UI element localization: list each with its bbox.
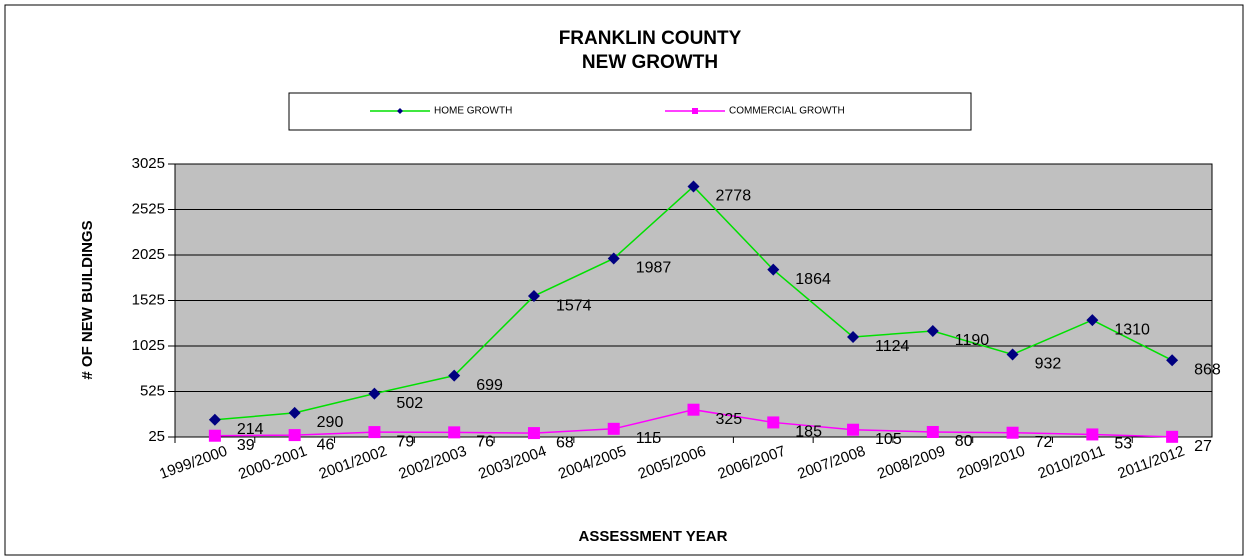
data-point xyxy=(1166,354,1179,367)
data-point xyxy=(208,429,221,442)
data-label: 868 xyxy=(1194,362,1221,379)
data-point xyxy=(1006,348,1019,361)
data-point xyxy=(767,416,780,429)
y-tick-label: 3025 xyxy=(132,155,165,172)
y-axis-title: # OF NEW BUILDINGS xyxy=(79,220,96,379)
data-label: 105 xyxy=(875,431,902,448)
data-point xyxy=(847,330,860,343)
legend-marker xyxy=(692,108,698,114)
data-point xyxy=(926,324,939,337)
data-label: 68 xyxy=(556,434,574,451)
data-label: 79 xyxy=(396,433,414,450)
data-point xyxy=(607,422,620,435)
data-point xyxy=(847,423,860,436)
data-label: 502 xyxy=(396,395,423,412)
data-label: 53 xyxy=(1114,436,1132,453)
data-label: 2778 xyxy=(716,188,752,205)
data-point xyxy=(288,429,301,442)
plot-border xyxy=(174,163,1213,438)
y-tick-label: 2525 xyxy=(132,200,165,217)
data-label: 46 xyxy=(317,436,335,453)
data-point xyxy=(1006,426,1019,439)
data-point xyxy=(368,387,381,400)
data-point xyxy=(607,252,620,265)
data-point xyxy=(288,406,301,419)
y-tick-label: 1025 xyxy=(132,337,165,354)
data-label: 39 xyxy=(237,437,255,454)
data-point xyxy=(527,427,540,440)
data-point xyxy=(448,369,461,382)
data-label: 1124 xyxy=(875,338,910,355)
data-point xyxy=(368,426,381,439)
data-label: 1574 xyxy=(556,297,592,314)
data-point xyxy=(926,425,939,438)
x-axis-title: ASSESSMENT YEAR xyxy=(579,528,728,545)
data-label: 72 xyxy=(1035,434,1053,451)
data-point xyxy=(767,263,780,276)
data-label: 27 xyxy=(1194,438,1212,455)
data-label: 699 xyxy=(476,377,503,394)
data-point xyxy=(1086,428,1099,441)
y-tick-label: 1525 xyxy=(132,291,165,308)
y-tick-label: 525 xyxy=(140,382,165,399)
data-point xyxy=(527,290,540,303)
legend-marker xyxy=(397,108,403,114)
data-point xyxy=(687,403,700,416)
data-label: 1310 xyxy=(1114,321,1150,338)
data-label: 932 xyxy=(1035,356,1062,373)
chart-title: FRANKLIN COUNTY xyxy=(559,28,742,49)
y-tick-label: 2025 xyxy=(132,246,165,263)
chart-title: NEW GROWTH xyxy=(582,52,718,73)
data-label: 1864 xyxy=(795,271,831,288)
data-point xyxy=(687,180,700,193)
data-label: 1987 xyxy=(636,260,672,277)
data-label: 76 xyxy=(476,434,494,451)
data-label: 1190 xyxy=(955,332,990,349)
data-label: 80 xyxy=(955,433,973,450)
data-label: 185 xyxy=(795,424,822,441)
data-label: 214 xyxy=(237,421,264,438)
legend-label: HOME GROWTH xyxy=(434,106,512,117)
data-label: 115 xyxy=(636,430,662,447)
data-point xyxy=(448,426,461,439)
data-label: 325 xyxy=(716,411,743,428)
data-point xyxy=(1086,314,1099,327)
data-point xyxy=(208,413,221,426)
data-point xyxy=(1166,430,1179,443)
legend-label: COMMERCIAL GROWTH xyxy=(729,106,845,117)
data-label: 290 xyxy=(317,414,344,431)
y-tick-label: 25 xyxy=(148,428,165,445)
